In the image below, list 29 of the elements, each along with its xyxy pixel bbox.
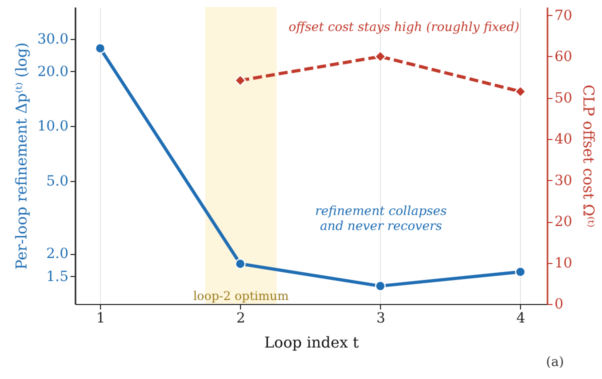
y2-tick-label: 0 [554, 296, 564, 312]
point [515, 266, 526, 278]
point [234, 258, 246, 270]
y-tick-label: 10.0 [37, 118, 68, 135]
annotation: refinement collapses and never recovers [315, 203, 447, 233]
y2-tick-label: 30 [554, 172, 572, 189]
x-tick-label: 1 [96, 310, 106, 326]
y2-axis-title: CLP offset cost Ω⁽ᵗ⁾ [579, 84, 598, 228]
x-tick-label: 3 [376, 310, 386, 326]
y-tick-label: 20.0 [37, 64, 68, 80]
y2-tick-label: 40 [554, 132, 572, 148]
point [94, 43, 106, 54]
y2-tick-label: 20 [554, 214, 572, 230]
band-label: loop-2 optimum [193, 289, 290, 303]
point [374, 280, 386, 292]
y-tick-label: 5.0 [46, 174, 68, 190]
x-tick-label: 2 [236, 310, 246, 326]
y2-tick-label: 50 [554, 90, 572, 106]
y2-tick-label: 60 [554, 49, 572, 65]
x-tick-label: 4 [516, 310, 526, 326]
annotation: offset cost stays high (roughly fixed) [288, 19, 520, 34]
y-tick-label: 2.0 [46, 246, 68, 262]
x-axis-title: Loop index t [264, 334, 359, 352]
y-tick-label: 1.5 [46, 268, 68, 285]
text: (a) [546, 355, 564, 370]
y2-tick-label: 10 [554, 255, 572, 272]
y-tick-label: 30.0 [37, 32, 68, 48]
y-axis-title: Per-loop refinement Δp⁽ᵗ⁾ (log) [12, 42, 30, 270]
y2-tick-label: 70 [554, 8, 572, 24]
